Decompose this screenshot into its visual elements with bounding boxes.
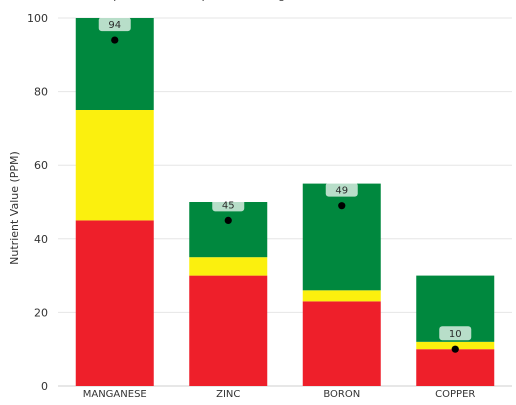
bar-deficient-manganese: [75, 220, 154, 386]
legend-item-average-nutrient-value[interactable]: Average Nutrient Value: [247, 0, 375, 2]
y-tick-label: 20: [34, 306, 48, 319]
y-tick-label: 100: [27, 12, 48, 25]
data-label-text: 49: [335, 186, 348, 197]
bar-adequate-boron: [302, 183, 381, 291]
legend: Deficient Responsive Adequate Average Nutri…: [17, 0, 375, 2]
data-label-copper: 10: [439, 326, 472, 341]
bar-adequate-manganese: [75, 18, 154, 110]
data-label-background: [439, 326, 472, 341]
average-point-manganese: [111, 36, 119, 44]
y-axis-title: Nutrient Value (PPM): [8, 151, 21, 265]
data-label-zinc: 45: [212, 197, 245, 212]
y-axis-ticks: 0 20 40 60 80 100: [27, 12, 48, 393]
bars: [75, 18, 495, 386]
data-label-text: 94: [108, 20, 121, 31]
average-point-zinc: [224, 216, 232, 224]
average-point-boron: [338, 202, 346, 210]
bar-deficient-boron: [302, 301, 381, 386]
x-tick-label: MANGANESE: [83, 389, 147, 400]
bar-responsive-copper: [416, 341, 495, 350]
legend-item-deficient[interactable]: Deficient: [17, 0, 67, 2]
data-label-boron: 49: [325, 182, 358, 197]
average-point-copper: [451, 345, 459, 353]
data-label-text: 10: [449, 329, 462, 340]
x-tick-label: COPPER: [435, 389, 475, 400]
data-label-text: 45: [222, 200, 235, 211]
legend-item-responsive[interactable]: Responsive: [94, 0, 157, 2]
x-tick-label: ZINC: [216, 389, 240, 400]
y-tick-label: 60: [34, 159, 48, 172]
data-label-background: [98, 17, 131, 32]
bar-responsive-zinc: [189, 257, 268, 276]
x-axis-labels: MANGANESE ZINC BORON COPPER: [83, 389, 476, 400]
x-tick-label: BORON: [323, 389, 360, 400]
data-label-manganese: 94: [98, 17, 131, 32]
y-tick-label: 0: [41, 380, 48, 393]
data-label-background: [212, 197, 245, 212]
bar-deficient-copper: [416, 349, 495, 386]
legend-item-adequate[interactable]: Adequate: [177, 0, 230, 2]
bar-responsive-boron: [302, 290, 381, 302]
data-label-background: [325, 182, 358, 197]
bar-deficient-zinc: [189, 275, 268, 386]
y-tick-label: 40: [34, 233, 48, 246]
average-markers: 94 45 49 10: [98, 17, 472, 353]
bar-responsive-manganese: [75, 110, 154, 221]
y-tick-label: 80: [34, 86, 48, 99]
